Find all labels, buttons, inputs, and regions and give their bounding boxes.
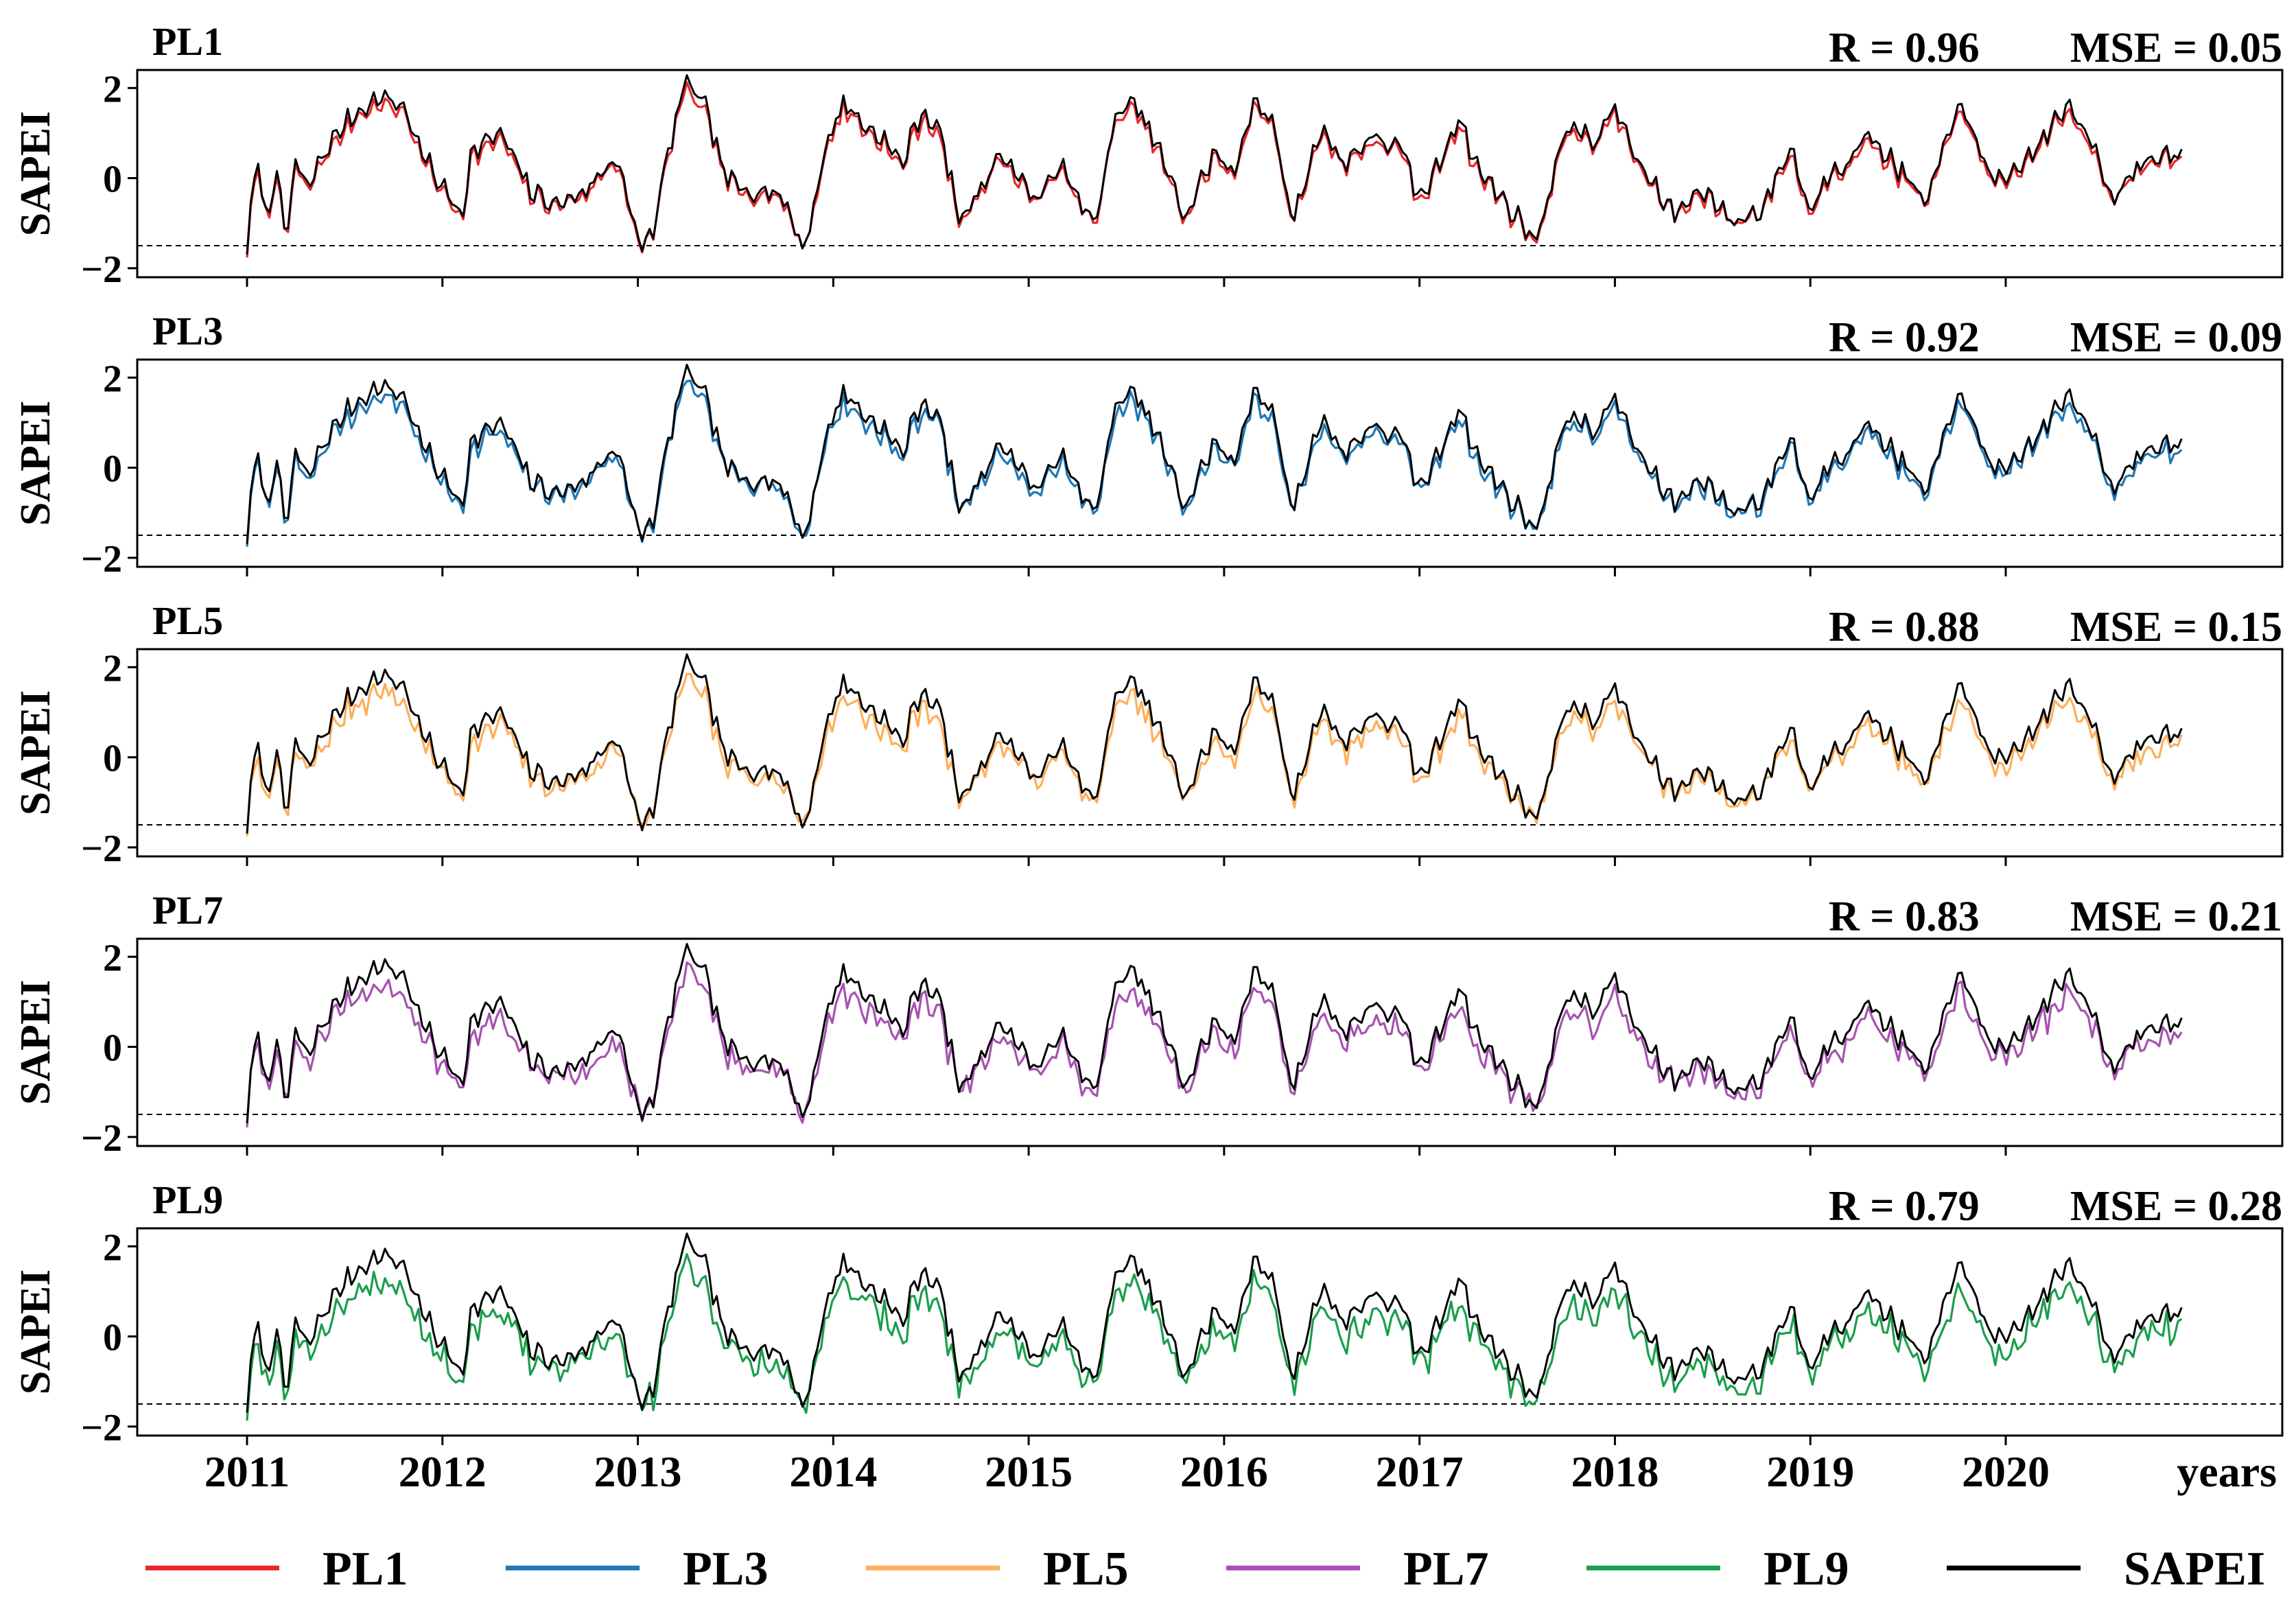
mse-value: MSE = 0.21 (2070, 893, 2282, 940)
y-tick-label: 2 (103, 358, 122, 400)
mse-value: MSE = 0.09 (2070, 314, 2282, 361)
series-line-pl9 (246, 1253, 2183, 1421)
y-tick-label: 2 (103, 647, 122, 690)
r-value: R = 0.92 (1829, 314, 1980, 361)
legend-label-pl5: PL5 (1043, 1543, 1128, 1595)
axes-frame (136, 937, 2284, 1147)
r-value: R = 0.88 (1829, 604, 1980, 651)
panel-pl3: PL3 R = 0.92 MSE = 0.09 SAPEI 2 0 −2 (12, 309, 2284, 581)
panel-pl5: PL5 R = 0.88 MSE = 0.15 SAPEI 2 0 −2 (12, 598, 2284, 870)
legend-label-pl9: PL9 (1764, 1543, 1849, 1595)
x-tick-label: 2012 (399, 1447, 487, 1496)
legend-label-pl1: PL1 (323, 1543, 408, 1595)
panel-pl9: PL9 R = 0.79 MSE = 0.28 SAPEI 2 0 −2 (12, 1178, 2284, 1449)
mse-value: MSE = 0.28 (2070, 1183, 2282, 1230)
series-line-sapei (246, 1232, 2183, 1413)
series-line-sapei (246, 74, 2183, 255)
panel-title: PL1 (152, 19, 223, 64)
y-tick-label: 2 (103, 68, 122, 110)
panel-title: PL3 (152, 309, 223, 353)
axes-frame (136, 358, 2284, 568)
x-tick-label: 2020 (1962, 1447, 2050, 1496)
x-tick-label: 2018 (1571, 1447, 1659, 1496)
y-axis-label: SAPEI (12, 980, 59, 1105)
panel-title: PL9 (152, 1178, 223, 1222)
x-tick-label: 2011 (204, 1447, 290, 1496)
y-tick-label: −2 (81, 248, 122, 291)
y-axis-label: SAPEI (12, 1269, 59, 1395)
series-line-sapei (246, 943, 2183, 1123)
series-line-pl5 (246, 672, 2183, 836)
y-tick-label: 0 (103, 159, 122, 201)
y-tick-label: 0 (103, 1317, 122, 1359)
series-line-sapei (246, 653, 2183, 834)
r-value: R = 0.79 (1829, 1183, 1980, 1230)
x-axis-label: years (2177, 1447, 2277, 1496)
y-axis-label: SAPEI (12, 401, 59, 526)
axes-frame (136, 1227, 2284, 1437)
y-tick-label: −2 (81, 1117, 122, 1160)
panel-pl7: PL7 R = 0.83 MSE = 0.21 SAPEI 2 0 −2 (12, 888, 2284, 1160)
series-line-pl1 (246, 81, 2183, 258)
x-tick-label: 2017 (1376, 1447, 1464, 1496)
panel-pl1: PL1 R = 0.96 MSE = 0.05 SAPEI 2 0 −2 (12, 19, 2284, 291)
y-tick-label: 0 (103, 448, 122, 491)
y-axis-label: SAPEI (12, 111, 59, 237)
y-tick-label: −2 (81, 1407, 122, 1449)
y-tick-label: 2 (103, 1226, 122, 1269)
series-line-sapei (246, 364, 2183, 544)
x-tick-label: 2016 (1180, 1447, 1268, 1496)
x-tick-label: 2015 (985, 1447, 1073, 1496)
panel-title: PL5 (152, 598, 223, 643)
legend-label-pl3: PL3 (683, 1543, 768, 1595)
series-line-pl3 (246, 379, 2183, 547)
series-line-pl7 (246, 961, 2183, 1127)
legend-label-pl7: PL7 (1403, 1543, 1488, 1595)
r-value: R = 0.96 (1829, 25, 1980, 71)
y-tick-label: −2 (81, 538, 122, 581)
r-value: R = 0.83 (1829, 893, 1980, 940)
y-tick-label: −2 (81, 828, 122, 870)
y-tick-label: 0 (103, 738, 122, 780)
mse-value: MSE = 0.15 (2070, 604, 2282, 651)
axes-frame (136, 648, 2284, 858)
mse-value: MSE = 0.05 (2070, 25, 2282, 71)
x-tick-label: 2019 (1766, 1447, 1854, 1496)
panel-title: PL7 (152, 888, 223, 933)
y-axis-label: SAPEI (12, 690, 59, 816)
x-tick-label: 2013 (594, 1447, 682, 1496)
axes-frame (136, 69, 2284, 279)
legend-label-sapei: SAPEI (2124, 1543, 2265, 1595)
x-tick-label: 2014 (789, 1447, 877, 1496)
y-tick-label: 2 (103, 937, 122, 979)
y-tick-label: 0 (103, 1027, 122, 1070)
